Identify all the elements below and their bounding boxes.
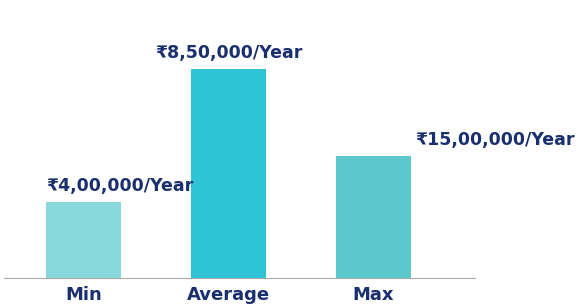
Bar [191,69,266,278]
Text: ₹8,50,000/Year: ₹8,50,000/Year [155,44,302,62]
Bar [46,201,121,278]
Text: ₹4,00,000/Year: ₹4,00,000/Year [46,177,193,195]
Bar [336,156,411,278]
Text: ₹15,00,000/Year: ₹15,00,000/Year [415,131,574,149]
